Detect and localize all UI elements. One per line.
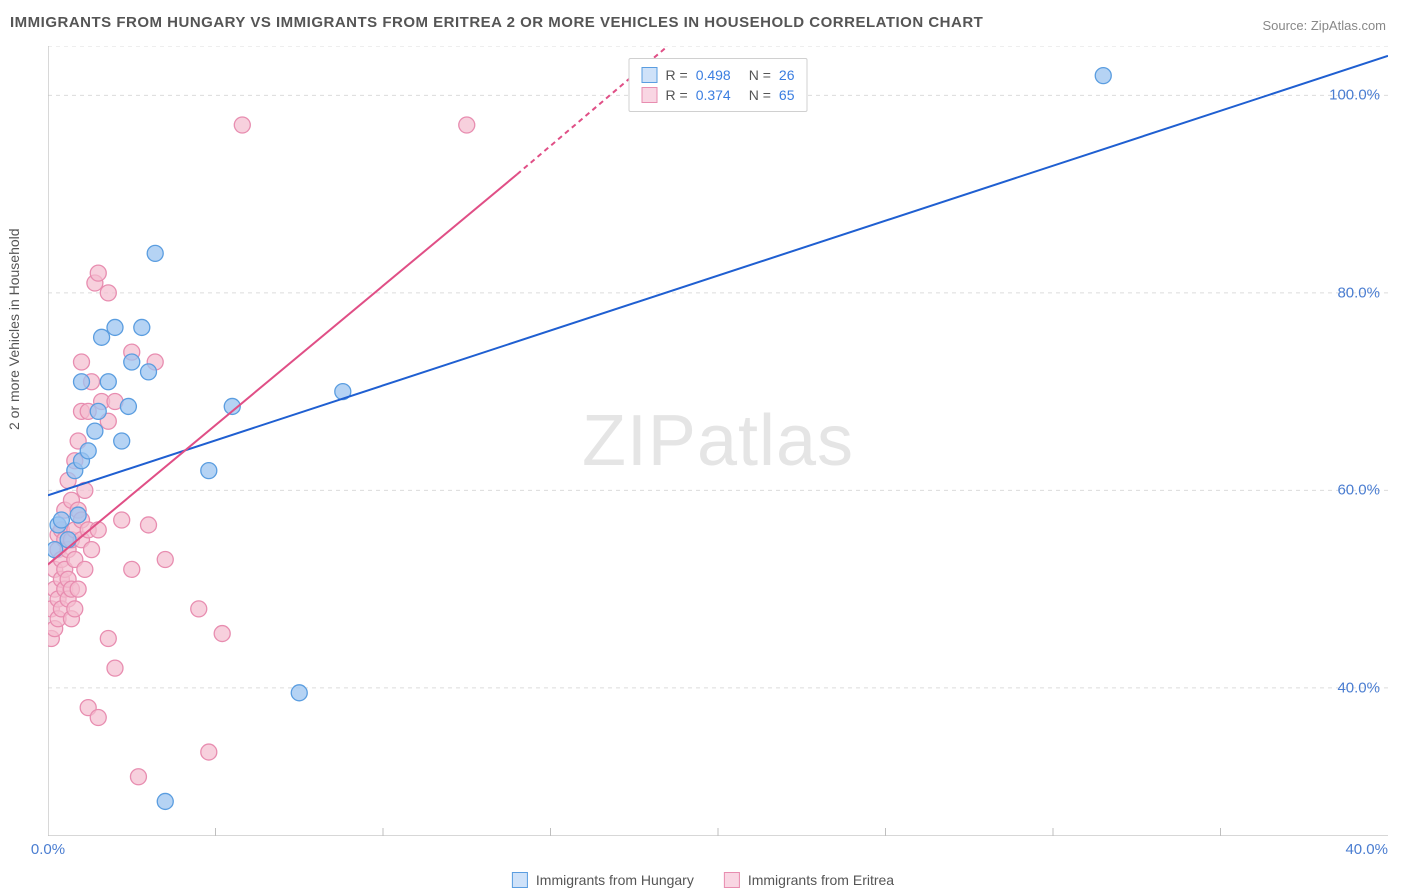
legend-n-value-hungary: 26 <box>779 67 795 83</box>
legend-row-hungary: R = 0.498 N = 26 <box>642 65 795 85</box>
x-tick-label: 40.0% <box>1345 841 1388 858</box>
y-axis-label: 2 or more Vehicles in Household <box>6 228 22 430</box>
scatter-chart-svg <box>48 46 1388 836</box>
y-tick-label: 40.0% <box>1337 679 1380 696</box>
x-tick-label: 0.0% <box>31 841 65 858</box>
correlation-legend: R = 0.498 N = 26 R = 0.374 N = 65 <box>629 58 808 112</box>
legend-row-eritrea: R = 0.374 N = 65 <box>642 85 795 105</box>
bottom-legend-label: Immigrants from Hungary <box>536 872 694 888</box>
bottom-legend: Immigrants from Hungary Immigrants from … <box>512 872 894 888</box>
legend-r-label: R = <box>666 87 688 103</box>
legend-r-value-hungary: 0.498 <box>696 67 731 83</box>
y-tick-label: 80.0% <box>1337 284 1380 301</box>
bottom-legend-label: Immigrants from Eritrea <box>748 872 894 888</box>
legend-n-value-eritrea: 65 <box>779 87 795 103</box>
bottom-legend-hungary: Immigrants from Hungary <box>512 872 694 888</box>
chart-area: R = 0.498 N = 26 R = 0.374 N = 65 ZIPatl… <box>48 46 1388 836</box>
legend-n-label: N = <box>749 87 771 103</box>
swatch-eritrea <box>724 872 740 888</box>
y-tick-label: 100.0% <box>1329 87 1380 104</box>
swatch-hungary <box>642 67 658 83</box>
bottom-legend-eritrea: Immigrants from Eritrea <box>724 872 894 888</box>
y-tick-label: 60.0% <box>1337 482 1380 499</box>
legend-r-label: R = <box>666 67 688 83</box>
legend-r-value-eritrea: 0.374 <box>696 87 731 103</box>
source-label: Source: ZipAtlas.com <box>1262 18 1386 33</box>
swatch-eritrea <box>642 87 658 103</box>
chart-title: IMMIGRANTS FROM HUNGARY VS IMMIGRANTS FR… <box>10 14 983 31</box>
legend-n-label: N = <box>749 67 771 83</box>
swatch-hungary <box>512 872 528 888</box>
